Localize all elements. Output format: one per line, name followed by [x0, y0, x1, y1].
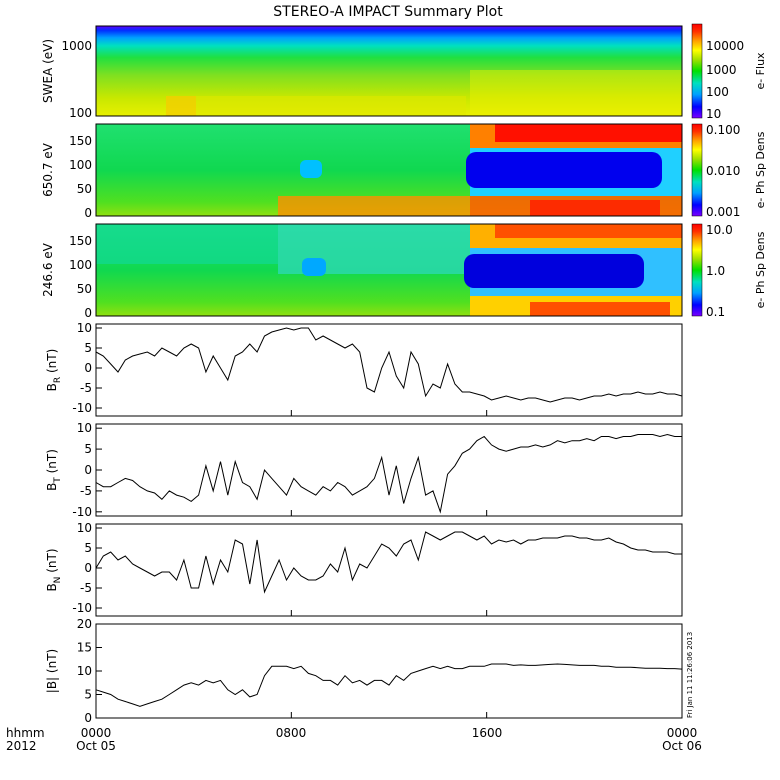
- ev246-ylabel: 246.6 eV: [41, 242, 55, 297]
- y-tick-label: 5: [84, 442, 92, 456]
- panel-ylabel: BN (nT): [45, 548, 63, 591]
- footer-hhmm: hhmm: [6, 726, 45, 740]
- y-tick-label: 10: [77, 664, 92, 678]
- ev246-colorbar: [691, 223, 703, 317]
- footer-xtick-0: 0000: [81, 726, 112, 740]
- ev650-ytick-50: 50: [77, 182, 92, 196]
- panel-ylabel: BR (nT): [45, 349, 63, 392]
- y-tick-label: -5: [80, 581, 92, 595]
- y-tick-label: 5: [84, 541, 92, 555]
- swea-ytick-high: 1000: [61, 39, 92, 53]
- line-panel-3: 20 15 10 5 0 |B| (nT): [45, 617, 683, 725]
- ev246-ytick-150: 150: [69, 234, 92, 248]
- y-tick-label: -5: [80, 381, 92, 395]
- field-series-line: [95, 433, 682, 514]
- spectrogram-swea: SWEA (eV) 1000 100 10000 1000 100 10 e- …: [41, 23, 767, 121]
- magnetic-field-panels: 10 5 0 -5 -10 BR (nT) 10 5 0 -5 -10 BT (nT) 10 5 0 -5 -1…: [45, 321, 683, 725]
- y-tick-label: 0: [84, 361, 92, 375]
- panel-ylabel: BT (nT): [45, 449, 63, 491]
- panel-frame: [95, 323, 683, 417]
- ev650-ytick-100: 100: [69, 158, 92, 172]
- y-tick-label: 20: [77, 617, 92, 631]
- ev650-ytick-150: 150: [69, 134, 92, 148]
- y-tick-label: -10: [72, 601, 92, 615]
- swea-ytick-low: 100: [69, 106, 92, 120]
- ev650-cbar-tick-0: 0.100: [706, 123, 740, 137]
- panel-frame: [95, 423, 683, 517]
- footer-xtick-2: 1600: [472, 726, 503, 740]
- y-tick-label: 10: [77, 321, 92, 335]
- ev246-cbar-label: e- Ph Sp Dens: [754, 231, 767, 308]
- swea-cbar-tick-0: 10000: [706, 39, 744, 53]
- swea-cbar-label: e- Flux: [754, 52, 767, 90]
- panel-frame: [95, 523, 683, 617]
- field-series-line: [95, 531, 682, 594]
- y-tick-label: 0: [84, 463, 92, 477]
- timestamp-note: Fri Jan 11 11:26:06 2013: [686, 632, 694, 718]
- swea-cbar-tick-3: 10: [706, 107, 721, 121]
- y-tick-label: 0: [84, 711, 92, 725]
- ev650-cbar-tick-2: 0.001: [706, 205, 740, 219]
- ev246-cbar-tick-2: 0.1: [706, 305, 725, 319]
- y-tick-label: 10: [77, 521, 92, 535]
- y-tick-label: 5: [84, 688, 92, 702]
- ev650-ytick-0: 0: [84, 206, 92, 220]
- field-series-line: [95, 327, 683, 403]
- plot-title: STEREO-A IMPACT Summary Plot: [273, 4, 503, 20]
- footer-year: 2012: [6, 739, 37, 753]
- ev246-ytick-100: 100: [69, 258, 92, 272]
- ev650-cbar-label: e- Ph Sp Dens: [754, 131, 767, 208]
- ev650-cbar-tick-1: 0.010: [706, 164, 740, 178]
- ev246-cbar-tick-1: 1.0: [706, 264, 725, 278]
- line-panel-1: 10 5 0 -5 -10 BT (nT): [45, 421, 683, 519]
- line-panel-0: 10 5 0 -5 -10 BR (nT): [45, 321, 683, 417]
- ev650-colorbar: [691, 123, 703, 217]
- y-tick-label: -5: [80, 484, 92, 498]
- footer-date-start: Oct 05: [76, 739, 116, 753]
- spectrogram-246-ev: 246.6 eV 150 100 50 0 10.0 1.0 0.1 e- Ph…: [41, 223, 767, 320]
- field-series-line: [95, 663, 683, 707]
- footer-date-end: Oct 06: [662, 739, 702, 753]
- swea-cbar-tick-2: 100: [706, 85, 729, 99]
- ev246-cbar-tick-0: 10.0: [706, 223, 733, 237]
- y-tick-label: -10: [72, 401, 92, 415]
- swea-colorbar: [691, 23, 703, 119]
- panel-frame: [95, 623, 683, 719]
- spectrogram-650-ev: 650.7 eV 150 100 50 0 0.100 0.010 0.001 …: [41, 123, 767, 220]
- y-tick-label: 15: [77, 641, 92, 655]
- swea-cbar-tick-1: 1000: [706, 63, 737, 77]
- y-tick-label: -10: [72, 505, 92, 519]
- swea-ylabel: SWEA (eV): [41, 39, 55, 103]
- footer-xtick-3: 0000: [667, 726, 698, 740]
- y-tick-label: 0: [84, 561, 92, 575]
- ev650-ylabel: 650.7 eV: [41, 142, 55, 197]
- y-tick-label: 10: [77, 421, 92, 435]
- ev246-ytick-0: 0: [84, 306, 92, 320]
- line-panel-2: 10 5 0 -5 -10 BN (nT): [45, 521, 683, 617]
- y-tick-label: 5: [84, 341, 92, 355]
- panel-ylabel: |B| (nT): [45, 649, 59, 693]
- ev246-ytick-50: 50: [77, 282, 92, 296]
- footer-xtick-1: 0800: [276, 726, 307, 740]
